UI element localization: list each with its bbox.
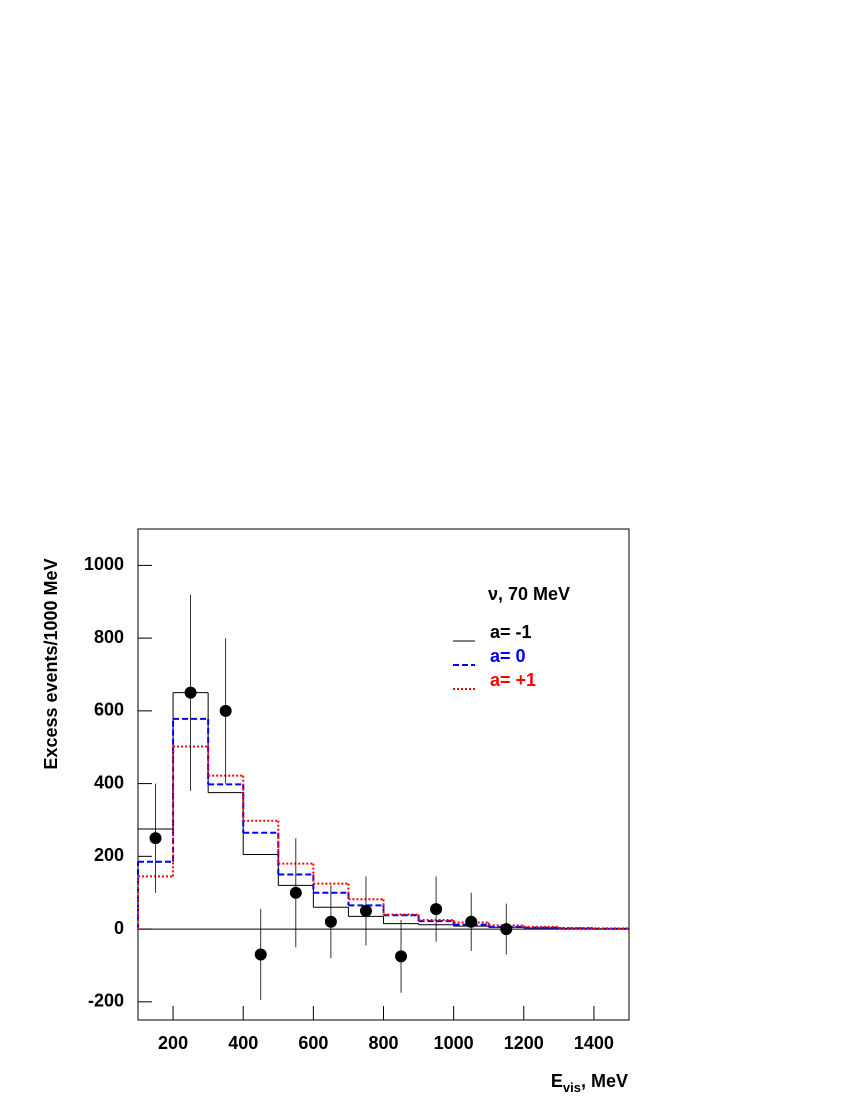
legend-label: a= 0 [490,646,526,666]
y-tick-label: 200 [94,845,124,865]
annotation: ν, 70 MeV [488,584,570,604]
data-point [359,904,372,917]
y-tick-label: 800 [94,627,124,647]
x-label-sub: vis [563,1080,581,1095]
x-tick-label: 600 [298,1033,328,1053]
x-label-rest: , MeV [581,1071,628,1091]
data-point [324,915,337,928]
y-tick-label: -200 [88,991,124,1011]
data-point [465,915,478,928]
y-tick-label: 0 [114,918,124,938]
data-point [500,923,513,936]
data-point [395,950,408,963]
legend-label: a= +1 [490,670,536,690]
x-tick-label: 200 [158,1033,188,1053]
x-axis-label: Evis, MeV [551,1071,628,1096]
y-tick-label: 400 [94,772,124,792]
x-tick-label: 1400 [574,1033,614,1053]
x-tick-label: 400 [228,1033,258,1053]
y-tick-label: 1000 [84,554,124,574]
x-tick-label: 800 [368,1033,398,1053]
x-tick-label: 1000 [434,1033,474,1053]
data-point [149,832,162,845]
x-label-main: E [551,1071,563,1091]
y-axis-label: Excess events/1000 MeV [41,558,61,769]
data-point [184,686,197,699]
x-tick-label: 1200 [504,1033,544,1053]
data-point [219,704,232,717]
data-point [430,903,443,916]
data-point [254,948,267,961]
data-point [289,886,302,899]
y-tick-label: 600 [94,700,124,720]
legend-label: a= -1 [490,622,532,642]
